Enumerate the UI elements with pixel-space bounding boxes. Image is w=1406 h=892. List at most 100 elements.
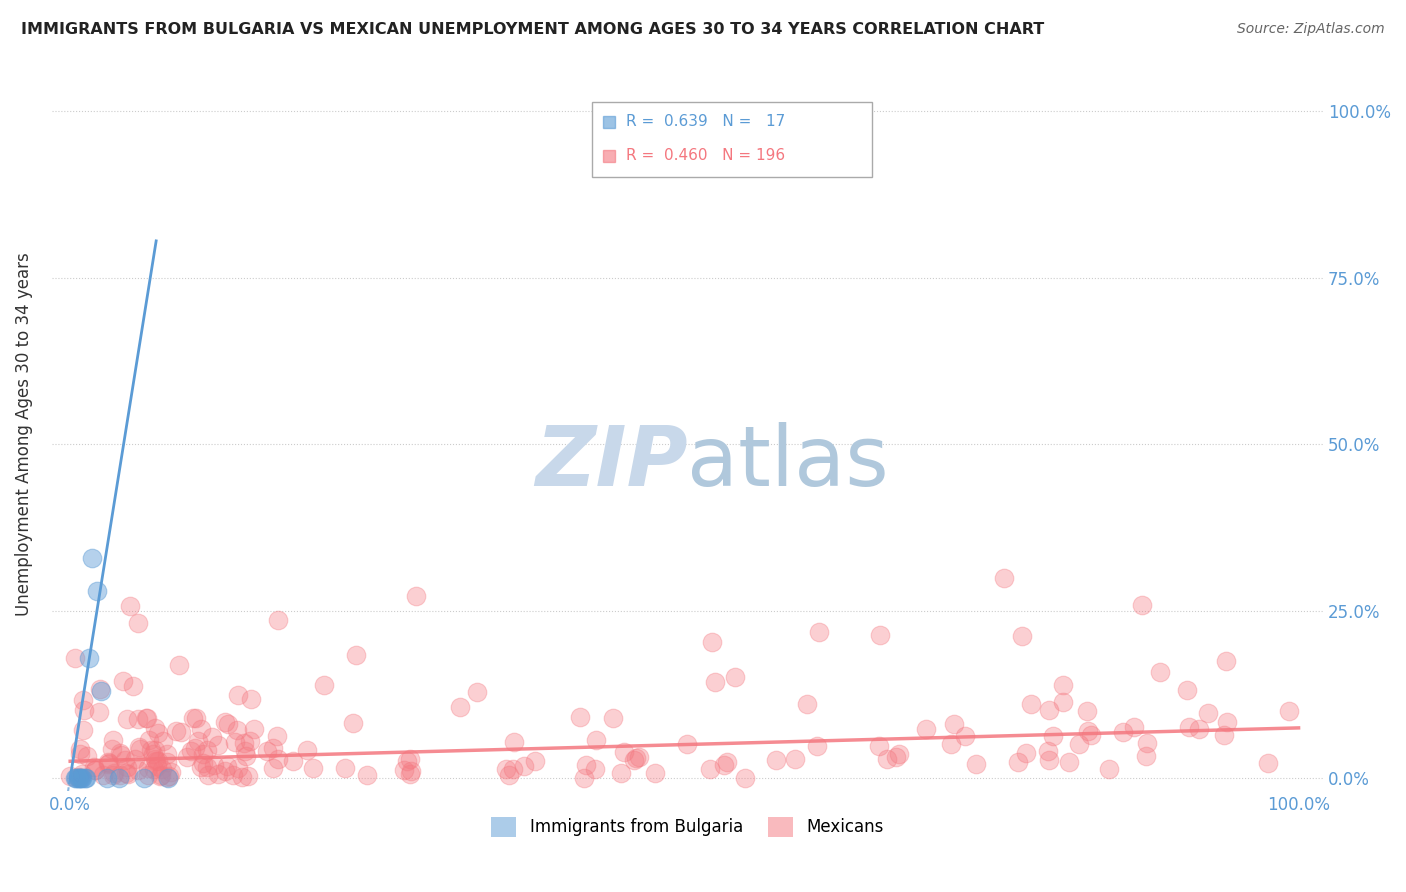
Point <box>889 747 911 761</box>
Point <box>868 739 890 753</box>
Point <box>575 757 598 772</box>
Point <box>73 703 96 717</box>
Point <box>72 766 94 780</box>
Point <box>193 747 215 761</box>
Point <box>1019 697 1042 711</box>
Point <box>941 737 963 751</box>
Point <box>122 679 145 693</box>
Point <box>886 750 908 764</box>
Point <box>146 725 169 739</box>
Point <box>83 764 105 778</box>
Point <box>724 670 747 684</box>
Point <box>108 746 131 760</box>
Point <box>449 700 471 714</box>
Point <box>83 760 105 774</box>
Point <box>1076 704 1098 718</box>
Point <box>184 711 207 725</box>
Point <box>602 711 624 725</box>
Point <box>201 730 224 744</box>
Point <box>628 750 651 764</box>
Point <box>700 635 723 649</box>
Text: Source: ZipAtlas.com: Source: ZipAtlas.com <box>1237 22 1385 37</box>
Point <box>965 757 987 772</box>
Point <box>90 684 112 698</box>
Point <box>1216 714 1239 729</box>
Point <box>155 755 177 769</box>
Point <box>70 771 93 785</box>
Point <box>207 766 229 780</box>
Legend: Immigrants from Bulgaria, Mexicans: Immigrants from Bulgaria, Mexicans <box>485 810 890 844</box>
Point <box>157 771 180 785</box>
Point <box>1178 720 1201 734</box>
Point <box>86 584 108 599</box>
Point <box>142 747 165 761</box>
Point <box>67 770 90 784</box>
Point <box>765 753 787 767</box>
Point <box>1149 665 1171 679</box>
Point <box>465 685 488 699</box>
Point <box>953 729 976 743</box>
Point <box>156 770 179 784</box>
Point <box>176 750 198 764</box>
Point <box>135 711 157 725</box>
Text: R =  0.639   N =   17: R = 0.639 N = 17 <box>627 114 786 129</box>
Point <box>143 752 166 766</box>
Point <box>114 766 136 780</box>
Point <box>73 771 96 785</box>
Point <box>117 766 139 780</box>
Point <box>226 723 249 737</box>
Point <box>583 762 606 776</box>
Point <box>806 739 828 754</box>
Point <box>1136 735 1159 749</box>
Point <box>572 771 595 785</box>
Point <box>1197 706 1219 721</box>
Point <box>115 712 138 726</box>
Point <box>398 752 420 766</box>
Point <box>644 766 666 780</box>
Point <box>716 755 738 769</box>
Point <box>785 752 807 766</box>
Point <box>405 589 427 603</box>
Point <box>66 771 89 785</box>
Point <box>124 752 146 766</box>
Point <box>392 763 415 777</box>
Point <box>1188 722 1211 736</box>
Point <box>335 762 357 776</box>
Point <box>699 762 721 776</box>
Point <box>128 740 150 755</box>
Point <box>101 732 124 747</box>
Point <box>215 758 238 772</box>
Point <box>108 771 131 785</box>
Point <box>399 764 422 778</box>
Point <box>146 759 169 773</box>
Point <box>243 723 266 737</box>
Point <box>197 768 219 782</box>
Point <box>1015 746 1038 760</box>
Point <box>993 571 1015 585</box>
Point <box>77 650 100 665</box>
Point <box>110 747 132 762</box>
Point <box>145 743 167 757</box>
Point <box>876 752 898 766</box>
Point <box>399 766 422 780</box>
Y-axis label: Unemployment Among Ages 30 to 34 years: Unemployment Among Ages 30 to 34 years <box>15 252 32 616</box>
Point <box>585 732 607 747</box>
Point <box>143 721 166 735</box>
Point <box>190 760 212 774</box>
Point <box>796 697 818 711</box>
Point <box>1042 729 1064 743</box>
Point <box>142 762 165 776</box>
Point <box>184 741 207 756</box>
Point <box>136 768 159 782</box>
Point <box>239 691 262 706</box>
Point <box>160 765 183 780</box>
Point <box>187 733 209 747</box>
Point <box>156 747 179 761</box>
Point <box>312 678 335 692</box>
Point <box>222 768 245 782</box>
Point <box>108 768 131 782</box>
Point <box>301 761 323 775</box>
Point <box>97 757 120 772</box>
Point <box>295 743 318 757</box>
Point <box>76 749 98 764</box>
